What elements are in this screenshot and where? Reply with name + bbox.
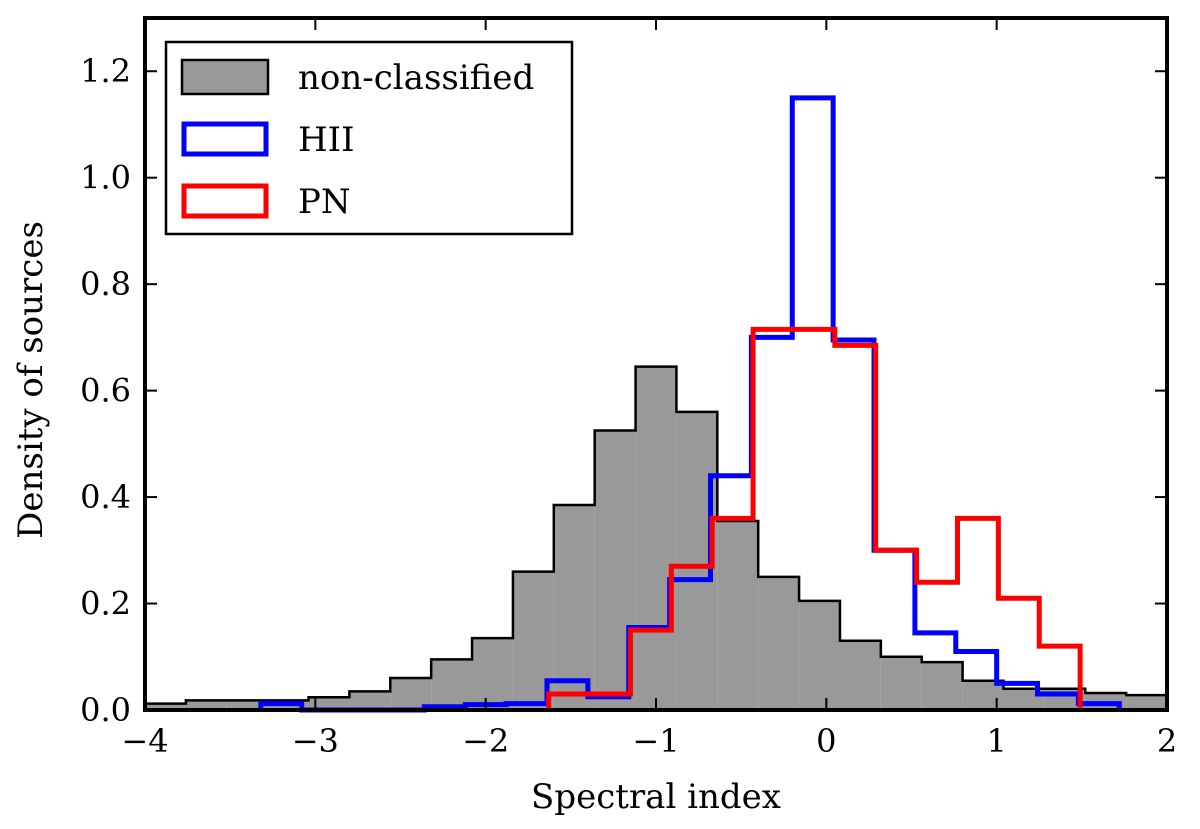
ticks-layer: −4 −3 −2 −1 0 1 2 0.0 0.2 0.4 0.6 0.8 1.0 1.2 [80, 18, 1177, 760]
x-tick-label: 2 [1157, 722, 1177, 760]
bar-non-classified [758, 576, 800, 710]
bar-non-classified [717, 521, 759, 710]
legend-label-pn: PN [298, 182, 351, 222]
plot-frame [143, 16, 1169, 712]
bar-non-classified [226, 700, 268, 710]
bar-non-classified [1003, 688, 1045, 710]
x-tick-label: −4 [121, 722, 168, 760]
bar-non-classified [553, 505, 595, 710]
step-line-pn [546, 326, 1083, 710]
series-layer [143, 95, 1169, 713]
bar-non-classified [349, 691, 391, 710]
y-axis-label: Density of sources [11, 221, 51, 539]
legend-swatch-pn [181, 183, 269, 219]
x-tick-label: 0 [816, 722, 836, 760]
x-axis-label: Spectral index [531, 777, 781, 817]
bar-non-classified [472, 638, 513, 710]
y-tick-label: 0.2 [80, 585, 131, 623]
x-tick-label: 1 [986, 722, 1006, 760]
bar-non-classified [839, 640, 881, 710]
x-tick-label: −2 [462, 722, 509, 760]
bar-non-classified [308, 697, 350, 710]
bar-non-classified [145, 703, 186, 710]
series-non-classified [143, 365, 1169, 710]
bar-non-classified [185, 700, 227, 710]
y-tick-label: 0.0 [80, 691, 131, 729]
bar-non-classified [431, 659, 473, 710]
legend-label-non-classified: non-classified [298, 58, 534, 98]
legend-label-hii: HII [298, 120, 355, 160]
x-tick-label: −3 [292, 722, 339, 760]
bar-non-classified [1126, 695, 1167, 710]
outline-non-classified [143, 365, 1169, 710]
bar-non-classified [921, 662, 963, 710]
y-tick-label: 0.6 [80, 372, 131, 410]
legend: non-classified HII PN [164, 40, 574, 236]
legend-swatch-hii [181, 121, 269, 157]
y-tick-label: 1.2 [80, 52, 131, 90]
bar-non-classified [799, 600, 840, 710]
y-tick-label: 1.0 [80, 159, 131, 197]
y-tick-label: 0.8 [80, 265, 131, 303]
legend-swatch-non-classified [180, 58, 270, 96]
bar-non-classified [635, 366, 677, 710]
x-tick-label: −1 [632, 722, 679, 760]
bar-non-classified [880, 656, 922, 710]
y-tick-label: 0.4 [80, 478, 131, 516]
